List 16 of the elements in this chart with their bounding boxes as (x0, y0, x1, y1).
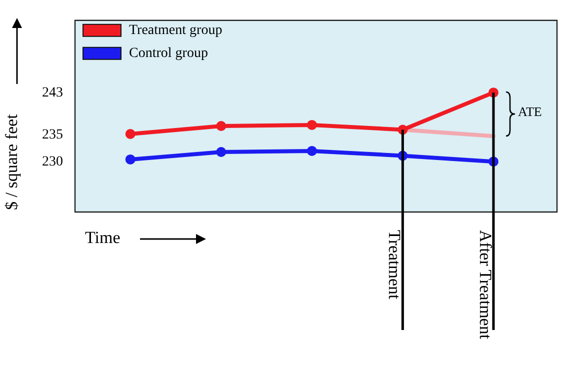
point (125, 128, 136, 139)
x-tick-label: Treatment (385, 230, 404, 300)
point (216, 147, 226, 158)
point (306, 146, 317, 156)
legend-label: Treatment group (129, 23, 222, 38)
point (125, 154, 136, 164)
y-tick-label: 243 (42, 85, 63, 100)
point (216, 121, 226, 132)
point (306, 120, 317, 130)
annotation: ATE (518, 104, 542, 120)
y-axis-title: $ / square feet (2, 114, 22, 210)
x-tick-label: After Treatment (476, 230, 495, 340)
y-tick-label: 230 (42, 154, 63, 170)
legend-label: Control group (129, 46, 208, 62)
y-tick-label: 235 (42, 128, 63, 143)
x-axis-title: Time (85, 228, 120, 248)
